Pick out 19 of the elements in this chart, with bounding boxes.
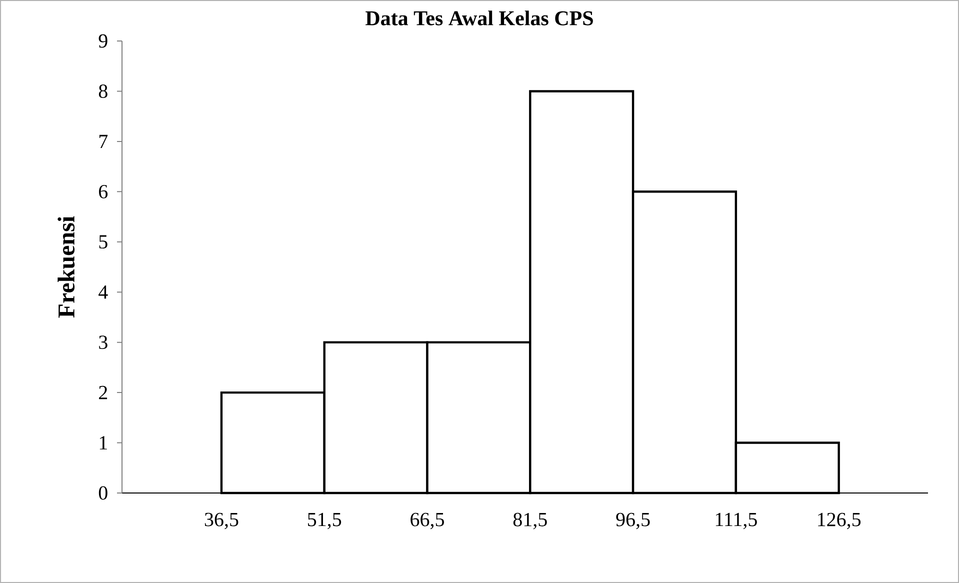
x-tick-label: 81,5 — [513, 512, 547, 530]
y-tick-label: 6 — [99, 184, 108, 198]
y-tick-label: 3 — [99, 336, 108, 350]
y-tick-label: 7 — [99, 134, 108, 148]
x-tick-label: 96,5 — [616, 512, 650, 530]
x-tick-label: 126,5 — [818, 512, 861, 530]
y-tick-label: 8 — [98, 84, 108, 98]
y-tick-label: 9 — [98, 34, 108, 48]
y-tick-label: 0 — [98, 486, 108, 500]
y-tick-label: 1 — [100, 436, 107, 450]
y-tick-label: 5 — [99, 235, 108, 249]
x-tick-label: 66,5 — [410, 512, 444, 530]
y-tick-label: 2 — [99, 386, 108, 400]
x-tick-label: 36,5 — [204, 512, 238, 530]
y-axis-title: Frekuensi — [58, 216, 75, 318]
y-tick-label: 4 — [98, 286, 108, 299]
x-tick-label: 51,5 — [308, 512, 342, 530]
chart-title: Data Tes Awal Kelas CPS — [366, 10, 593, 26]
x-tick-label: 111,5 — [716, 512, 757, 530]
